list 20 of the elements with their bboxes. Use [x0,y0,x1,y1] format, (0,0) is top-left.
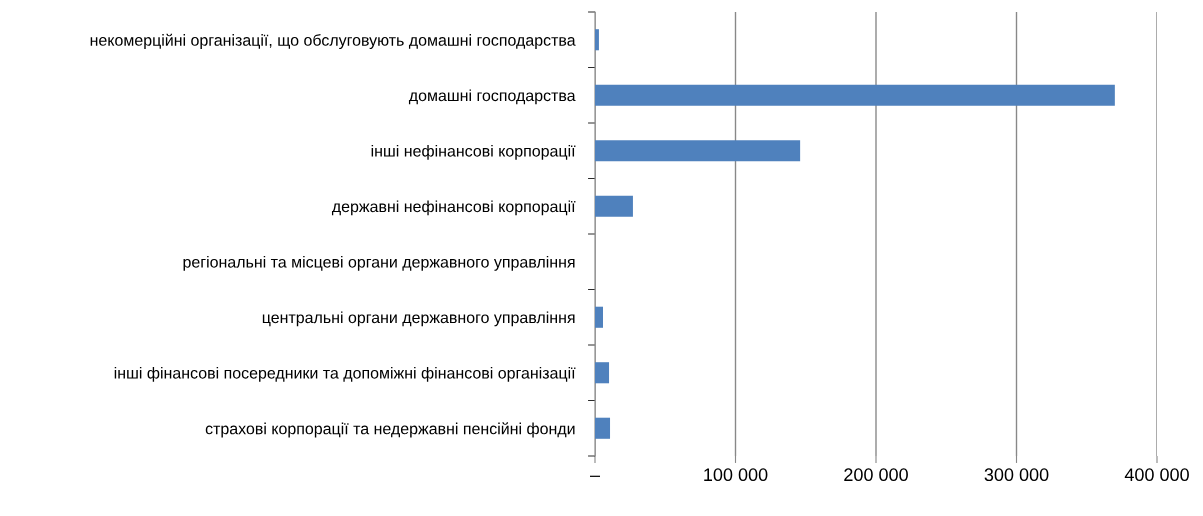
x-tick-label: 200 000 [844,468,908,482]
bar [595,84,1115,106]
y-tick-label: страхові корпорації та недержавні пенсійні фонди [205,422,575,438]
y-tick-label: центральні органи державного управління [262,311,575,327]
y-tick-label: регіональні та місцеві органи державного управління [183,255,575,271]
x-tick-label: 100 000 [704,468,768,482]
y-tick-label: некомерційні організації, що обслуговують домашні господарства [90,33,576,49]
y-tick-label: державні нефінансові корпорації [331,200,576,216]
bar [595,362,610,384]
bar [595,195,633,217]
bar [595,29,599,51]
y-tick-label: інші нефінансові корпорації [371,144,576,160]
bar [595,417,611,439]
y-tick-label: домашні господарства [408,89,576,105]
x-tick-label: – [589,475,601,477]
bar [595,140,801,162]
bar [595,306,604,328]
y-tick-label: інші фінансові посередники та допоміжні фінансові організації [114,366,576,382]
x-tick-label: 300 000 [984,468,1049,482]
x-tick-label: 400 000 [1124,468,1189,482]
